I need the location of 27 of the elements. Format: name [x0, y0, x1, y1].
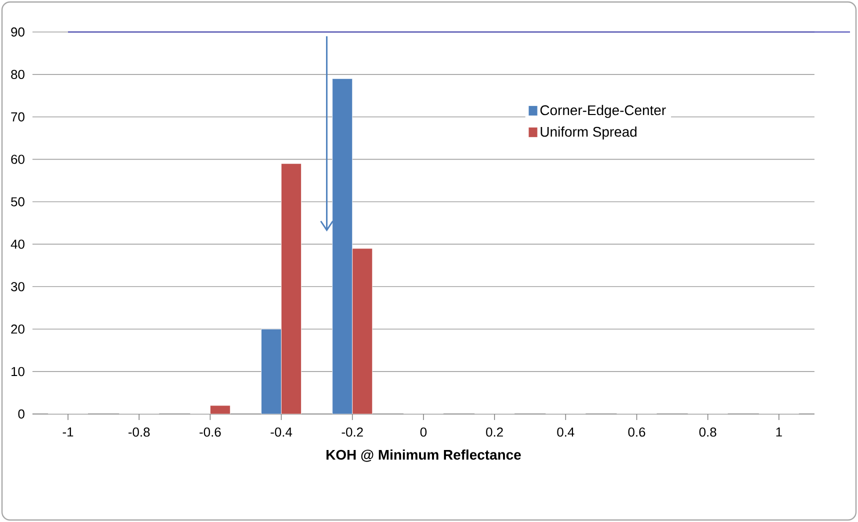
- x-tick-label: 0.4: [557, 428, 574, 437]
- y-tick-label: 20: [11, 324, 24, 334]
- x-tick-label: 1: [776, 428, 782, 436]
- y-tick-label: 0: [18, 409, 24, 419]
- y-tick-label: 50: [11, 197, 24, 206]
- x-tick-label: 0: [420, 428, 427, 437]
- x-tick-label: -0.8: [128, 428, 150, 437]
- x-tick-label: -0.2: [342, 428, 363, 437]
- legend-label: Uniform Spread: [540, 126, 636, 140]
- bar: [352, 248, 373, 414]
- x-tick-label: 0.8: [699, 428, 716, 437]
- x-tick-label: -0.4: [270, 428, 292, 437]
- y-tick-label: 80: [11, 70, 24, 80]
- x-axis-title: KOH @ Minimum Reflectance: [326, 450, 521, 462]
- legend-label: Corner-Edge-Center: [540, 104, 666, 118]
- y-tick-label: 30: [11, 282, 24, 292]
- x-tick-label: 0.6: [628, 428, 646, 437]
- y-tick-label: 90: [11, 27, 24, 37]
- y-tick-label: 40: [10, 240, 24, 249]
- x-tick-label: -1: [62, 428, 74, 436]
- y-tick-label: 70: [11, 112, 24, 122]
- y-tick-label: 10: [12, 366, 24, 376]
- x-tick-label: -0.6: [200, 428, 221, 437]
- bar: [281, 163, 302, 414]
- y-tick-label: 60: [11, 154, 24, 164]
- bar: [261, 328, 282, 414]
- x-tick-label: 0.2: [486, 428, 503, 437]
